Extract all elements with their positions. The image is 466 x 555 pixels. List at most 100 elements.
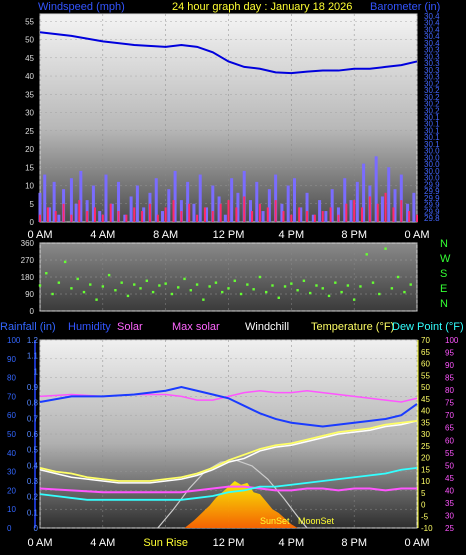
gust-bar (211, 185, 215, 222)
barometer-tick-label: 30.1 (424, 120, 440, 129)
humidity-tick-label: 60 (7, 411, 16, 420)
wind-bar (384, 192, 387, 222)
direction-point (315, 284, 318, 287)
direction-point (352, 298, 356, 301)
temperature-tick-label: 25 (421, 442, 430, 451)
rain-tick-label: 0.5 (27, 446, 39, 455)
temperature-tick-label: 20 (421, 454, 430, 463)
direction-point (327, 294, 331, 298)
direction-point (265, 290, 268, 294)
wind-bar (117, 211, 120, 222)
gust-bar (255, 181, 259, 222)
barometer-tick-label: 30.2 (424, 106, 440, 115)
direction-point (283, 285, 287, 288)
compass-label: W (440, 253, 451, 265)
top-panel-background (39, 13, 418, 223)
temperature-tick-label: 5 (421, 489, 426, 498)
windspeed-label: Windspeed (mph) (38, 1, 125, 13)
direction-point (63, 260, 67, 264)
direction-tick-label: 270 (21, 256, 35, 265)
gust-bar (129, 196, 133, 222)
legend-solar: Solar (117, 321, 143, 333)
direction-point (396, 275, 400, 279)
windspeed-axis: 0 5 10 15 20 25 30 35 40 45 50 55 (25, 17, 34, 227)
wind-bar (258, 203, 261, 222)
gust-bar (286, 185, 290, 222)
wind-bar (188, 203, 191, 222)
wind-bar (361, 207, 364, 222)
barometer-tick-label: 29.9 (424, 194, 440, 203)
gust-bar (311, 214, 315, 222)
direction-point (120, 281, 123, 284)
wind-bar (62, 203, 65, 222)
gust-bar (393, 189, 397, 222)
gust-bar (267, 189, 271, 222)
humidity-line (39, 385, 418, 428)
compass-label: N (440, 298, 448, 310)
temperature-line (39, 419, 418, 482)
direction-point (177, 286, 180, 289)
barometer-tick-label: 30.3 (424, 73, 440, 82)
direction-point (107, 273, 111, 277)
wind-bar (345, 203, 348, 222)
wind-bar (243, 196, 246, 222)
gust-bar (135, 185, 139, 222)
bottom-x-tick-label: 8 PM (341, 537, 367, 549)
gust-bar (406, 203, 410, 222)
barometer-tick-label: 30.3 (424, 59, 440, 68)
rain-tick-label: 1 (34, 367, 39, 376)
barometer-tick-label: 30.2 (424, 93, 440, 102)
temperature-tick-label: 35 (421, 418, 430, 427)
direction-point (227, 287, 230, 290)
wind-bar (337, 214, 340, 222)
barometer-series (39, 31, 418, 75)
direction-point (290, 282, 293, 285)
top-x-axis: 0 AM 4 AM 8 AM 12 PM 4 PM 8 PM 0 AM (27, 229, 429, 241)
humidity-tick-label: 30 (7, 468, 16, 477)
direction-point (89, 283, 92, 286)
temperature-tick-label: 15 (421, 465, 430, 474)
wind-bar (376, 203, 379, 222)
wind-bar (125, 214, 128, 222)
gust-bar (349, 200, 353, 222)
bottom-x-tick-label: 12 PM (213, 537, 245, 549)
rain-tick-label: 0.9 (27, 383, 39, 392)
dewpoint-tick-label: 25 (445, 524, 454, 533)
temperature-tick-label: 10 (421, 477, 430, 486)
humidity-tick-label: 50 (7, 430, 16, 439)
dewpoint-tick-label: 40 (445, 486, 454, 495)
gust-bar (104, 174, 108, 222)
direction-point (57, 281, 61, 284)
top-x-tick-label: 0 AM (404, 229, 429, 241)
temperature-tick-label: -5 (421, 512, 429, 521)
barometer-tick-label: 30.3 (424, 66, 440, 75)
direction-point (195, 283, 199, 286)
humidity-tick-label: 90 (7, 355, 16, 364)
gust-bar (98, 211, 102, 222)
legend: Rainfall (in) Humidity Solar Max solar W… (0, 321, 464, 333)
humidity-tick-label: 100 (7, 336, 21, 345)
gust-bar (274, 174, 278, 222)
temperature-tick-label: 65 (421, 348, 430, 357)
humidity-tick-label: 70 (7, 392, 16, 401)
wind-bar (416, 214, 418, 222)
top-x-tick-label: 8 AM (153, 229, 178, 241)
compass-label: S (440, 268, 447, 280)
windspeed-tick-label: 30 (25, 109, 34, 118)
wind-bar (298, 207, 301, 222)
dewpoint-line (39, 466, 418, 501)
windspeed-tick-label: 55 (25, 17, 34, 26)
gust-bar (217, 196, 221, 222)
direction-tick-label: 360 (21, 239, 35, 248)
bottom-series (39, 385, 418, 529)
wind-bar (329, 207, 332, 222)
wind-bar (321, 211, 324, 222)
barometer-tick-label: 29.9 (424, 180, 440, 189)
gust-bar (79, 170, 83, 222)
gust-bar (173, 170, 177, 222)
barometer-label: Barometer (in) (370, 1, 440, 13)
direction-point (321, 287, 324, 290)
wind-bar (78, 200, 81, 222)
